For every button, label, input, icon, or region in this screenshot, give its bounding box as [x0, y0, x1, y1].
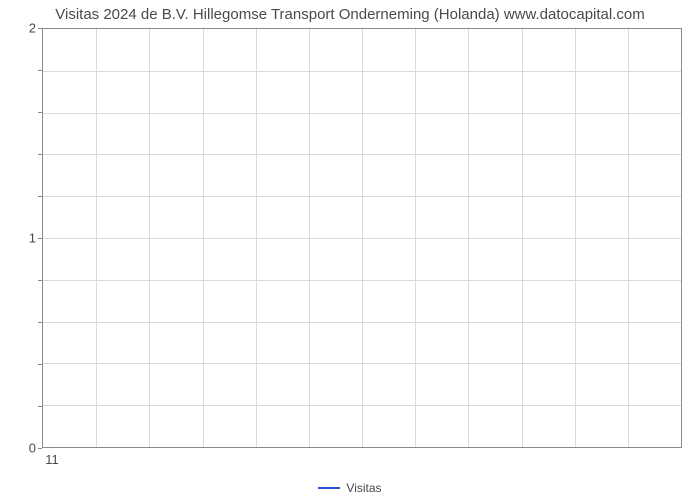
grid-horizontal	[43, 71, 681, 72]
ytick-mark	[38, 448, 42, 449]
grid-horizontal	[43, 363, 681, 364]
grid-horizontal	[43, 405, 681, 406]
grid-horizontal	[43, 322, 681, 323]
plot-area	[42, 28, 682, 448]
grid-horizontal	[43, 154, 681, 155]
visits-chart: Visitas 2024 de B.V. Hillegomse Transpor…	[0, 0, 700, 500]
grid-horizontal	[43, 196, 681, 197]
ytick-mark	[38, 154, 42, 155]
grid-horizontal	[43, 280, 681, 281]
ytick-mark	[38, 196, 42, 197]
legend-label: Visitas	[346, 481, 381, 495]
ytick-mark	[38, 28, 42, 29]
ytick-mark	[38, 238, 42, 239]
legend-swatch	[318, 487, 340, 489]
ytick-label-2: 2	[6, 21, 36, 36]
legend: Visitas	[0, 480, 700, 495]
xtick-label: 11	[45, 452, 59, 467]
ytick-label-0: 0	[6, 441, 36, 456]
grid-horizontal	[43, 238, 681, 239]
ytick-mark	[38, 280, 42, 281]
ytick-label-1: 1	[6, 231, 36, 246]
grid-horizontal	[43, 113, 681, 114]
ytick-mark	[38, 70, 42, 71]
ytick-mark	[38, 322, 42, 323]
chart-title: Visitas 2024 de B.V. Hillegomse Transpor…	[0, 6, 700, 23]
ytick-mark	[38, 112, 42, 113]
ytick-mark	[38, 364, 42, 365]
ytick-mark	[38, 406, 42, 407]
